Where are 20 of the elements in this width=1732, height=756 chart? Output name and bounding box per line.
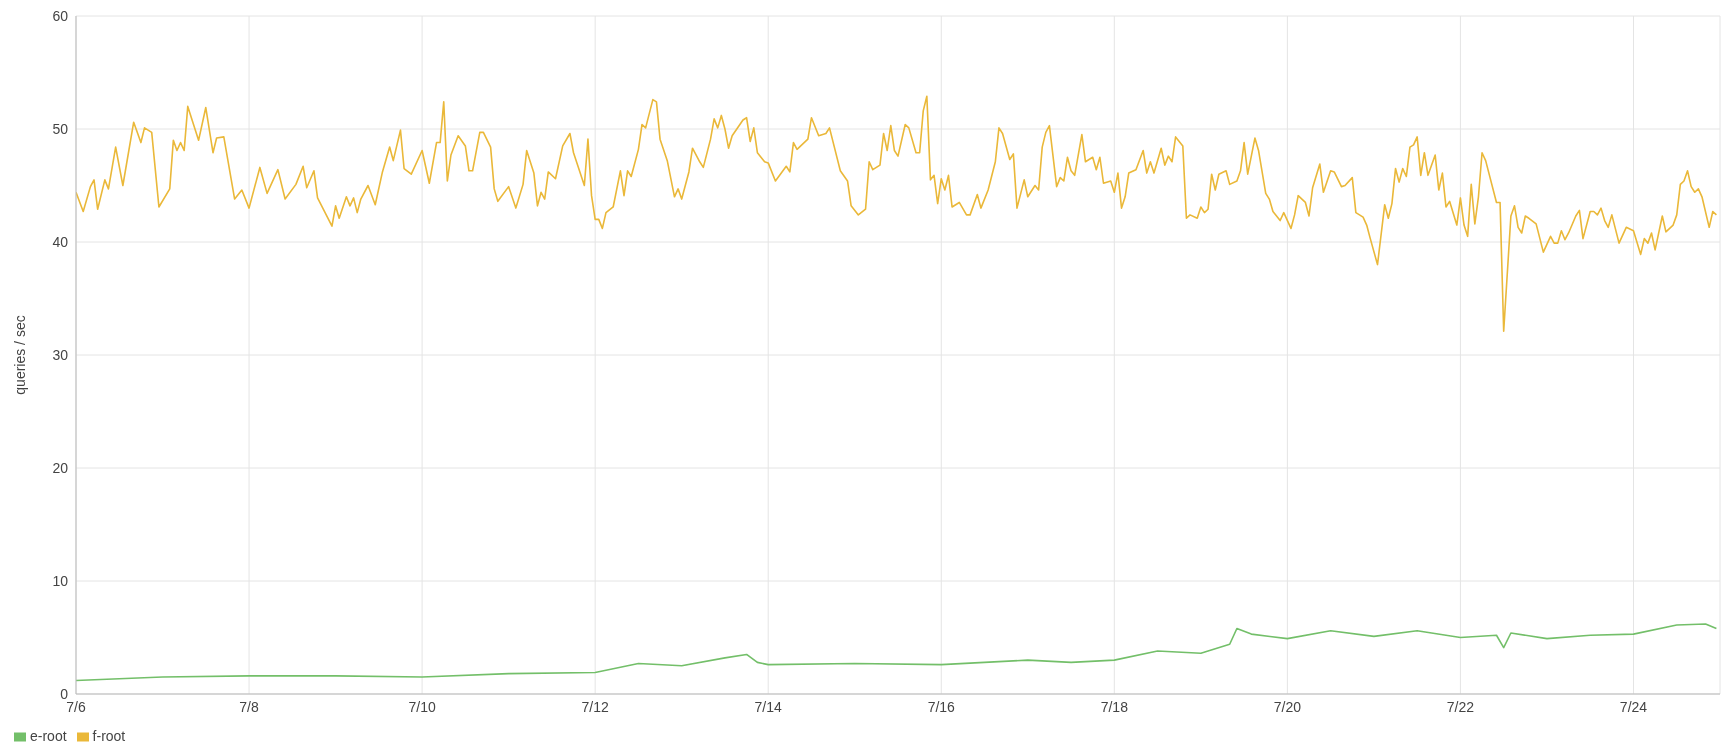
y-tick-label: 40 — [52, 233, 69, 250]
x-tick-label: 7/16 — [927, 698, 956, 715]
legend-label: e-root — [30, 728, 67, 744]
y-tick-label: 50 — [52, 120, 69, 137]
y-tick-label: 0 — [60, 685, 69, 702]
x-tick-label: 7/10 — [408, 698, 436, 715]
x-tick-label: 7/12 — [581, 698, 609, 715]
y-tick-label: 30 — [52, 346, 69, 363]
x-tick-label: 7/6 — [66, 698, 86, 715]
x-tick-label: 7/22 — [1446, 698, 1475, 715]
legend-label: f-root — [92, 728, 126, 744]
y-axis-title: queries / sec — [11, 315, 28, 395]
x-tick-label: 7/20 — [1273, 698, 1302, 715]
x-tick-label: 7/14 — [754, 698, 783, 715]
x-tick-label: 7/8 — [239, 698, 259, 715]
y-tick-label: 60 — [52, 7, 69, 24]
y-tick-label: 20 — [52, 459, 69, 476]
x-tick-label: 7/24 — [1619, 698, 1648, 715]
x-tick-label: 7/18 — [1100, 698, 1129, 715]
y-tick-label: 10 — [52, 572, 69, 589]
